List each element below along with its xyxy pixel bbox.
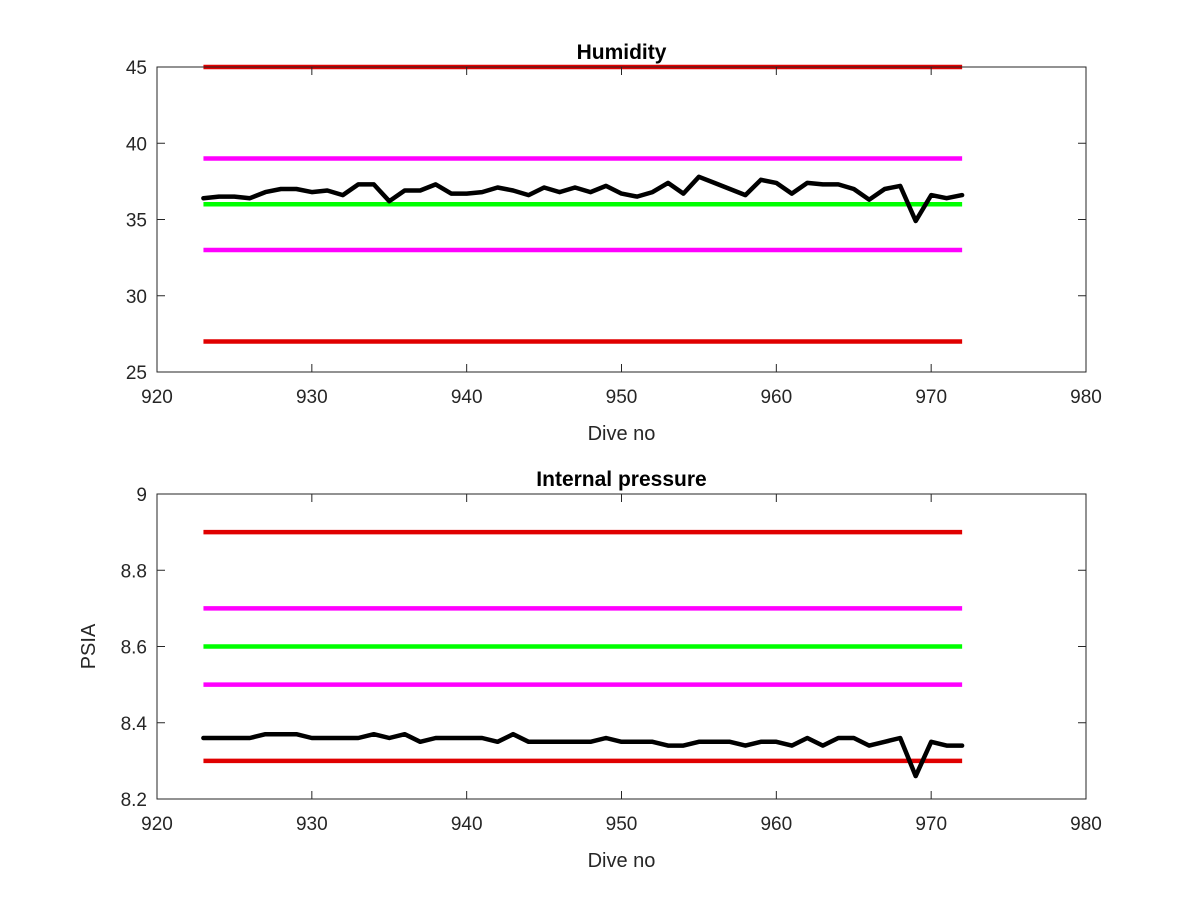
chart-1-y-axis-label: PSIA xyxy=(78,623,100,669)
chart-1-series-line-0 xyxy=(201,731,965,779)
chart-0-y-tick-label: 40 xyxy=(126,134,147,155)
internal-pressure-axes: 920 930 940 950 960 970 980 8.2 8.4 8.6 8.8 9 Intern… xyxy=(78,468,1102,872)
chart-0-x-tick-label: 950 xyxy=(606,387,638,408)
chart-1-y-tick-label: 8.2 xyxy=(121,790,147,811)
chart-0-x-axis-label: Dive no xyxy=(588,423,656,445)
chart-0-y-tick-label: 35 xyxy=(126,211,147,232)
chart-0-x-tick-label: 930 xyxy=(296,387,328,408)
chart-0-series-line-0 xyxy=(201,174,965,224)
chart-0-x-tick-label: 980 xyxy=(1070,387,1102,408)
chart-0-x-tick-label: 960 xyxy=(760,387,792,408)
humidity-axes: 920 930 940 950 960 970 980 25 30 35 40 45 Humidity D… xyxy=(126,41,1102,445)
chart-1-x-tick-label: 980 xyxy=(1070,814,1102,835)
chart-1-y-tick-label: 8.4 xyxy=(121,714,148,735)
chart-1-x-axis-label: Dive no xyxy=(588,850,656,872)
chart-0-y-tick-label: 30 xyxy=(126,287,147,308)
chart-1-x-tick-label: 930 xyxy=(296,814,328,835)
chart-0-x-tick-label: 940 xyxy=(451,387,483,408)
chart-1-y-tick-label: 8.8 xyxy=(121,561,147,582)
chart-0-x-tick-label: 920 xyxy=(141,387,173,408)
chart-1-y-tick-label: 8.6 xyxy=(121,638,147,659)
chart-1-x-tick-label: 950 xyxy=(606,814,638,835)
chart-1-x-tick-label: 960 xyxy=(760,814,792,835)
chart-1-x-tick-label: 940 xyxy=(451,814,483,835)
chart-0-x-tick-label: 970 xyxy=(915,387,947,408)
chart-1-x-tick-label: 970 xyxy=(915,814,947,835)
chart-0-y-tick-label: 25 xyxy=(126,363,147,384)
chart-1-y-tick-label: 9 xyxy=(136,485,147,506)
chart-1-x-tick-label: 920 xyxy=(141,814,173,835)
chart-0-title: Humidity xyxy=(577,41,667,64)
chart-0-y-tick-label: 45 xyxy=(126,58,147,79)
chart-1-title: Internal pressure xyxy=(536,468,706,491)
chart-0-axes-box xyxy=(156,66,1087,373)
